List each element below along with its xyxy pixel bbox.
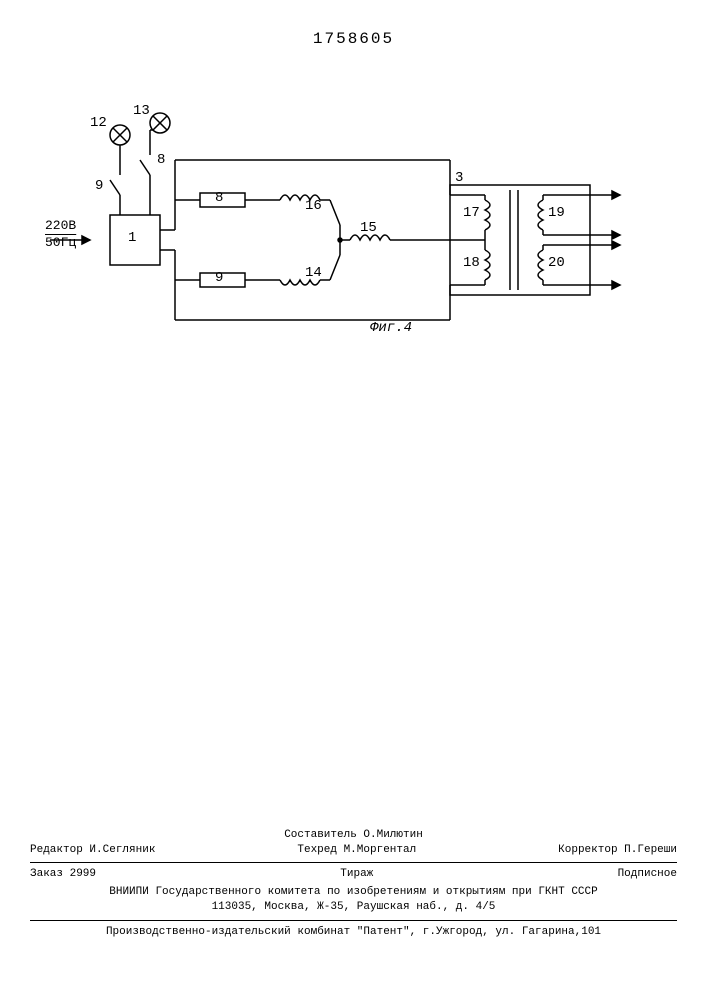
fuse-8-label: 8 bbox=[215, 190, 223, 206]
coil-15-label: 15 bbox=[360, 220, 377, 236]
circuit-diagram: 220В 50Гц 1 12 13 8 9 8 9 16 15 14 3 17 … bbox=[50, 90, 650, 370]
coil-16-label: 16 bbox=[305, 198, 322, 214]
sec-20-label: 20 bbox=[548, 255, 565, 271]
compiler-line: Составитель О.Милютин bbox=[30, 828, 677, 843]
org-line2: 113035, Москва, Ж-35, Раушская наб., д. … bbox=[30, 900, 677, 915]
sec-19-label: 19 bbox=[548, 205, 565, 221]
fuse-9-label: 9 bbox=[215, 270, 223, 286]
lamp-12-label: 12 bbox=[90, 115, 107, 131]
input-freq: 50Гц bbox=[45, 235, 76, 250]
block-3-label: 3 bbox=[455, 170, 463, 186]
order: Заказ 2999 bbox=[30, 867, 96, 882]
figure-label: Фиг.4 bbox=[370, 320, 412, 336]
prim-17-label: 17 bbox=[463, 205, 480, 221]
switch-9-label: 9 bbox=[95, 178, 103, 194]
footer-block: Составитель О.Милютин Редактор И.Сегляни… bbox=[30, 828, 677, 940]
prim-18-label: 18 bbox=[463, 255, 480, 271]
tirazh: Тираж bbox=[340, 867, 373, 882]
input-voltage: 220В bbox=[45, 218, 76, 233]
printer-line: Производственно-издательский комбинат "П… bbox=[30, 925, 677, 940]
techred: Техред М.Моргентал bbox=[297, 843, 416, 858]
subscription: Подписное bbox=[618, 867, 677, 882]
switch-8-label: 8 bbox=[157, 152, 165, 168]
lamp-13-label: 13 bbox=[133, 103, 150, 119]
org-line1: ВНИИПИ Государственного комитета по изоб… bbox=[30, 885, 677, 900]
page-number: 1758605 bbox=[313, 30, 394, 48]
corrector: Корректор П.Гереши bbox=[558, 843, 677, 858]
coil-14-label: 14 bbox=[305, 265, 322, 281]
block-1-label: 1 bbox=[128, 230, 136, 246]
editor: Редактор И.Сегляник bbox=[30, 843, 155, 858]
